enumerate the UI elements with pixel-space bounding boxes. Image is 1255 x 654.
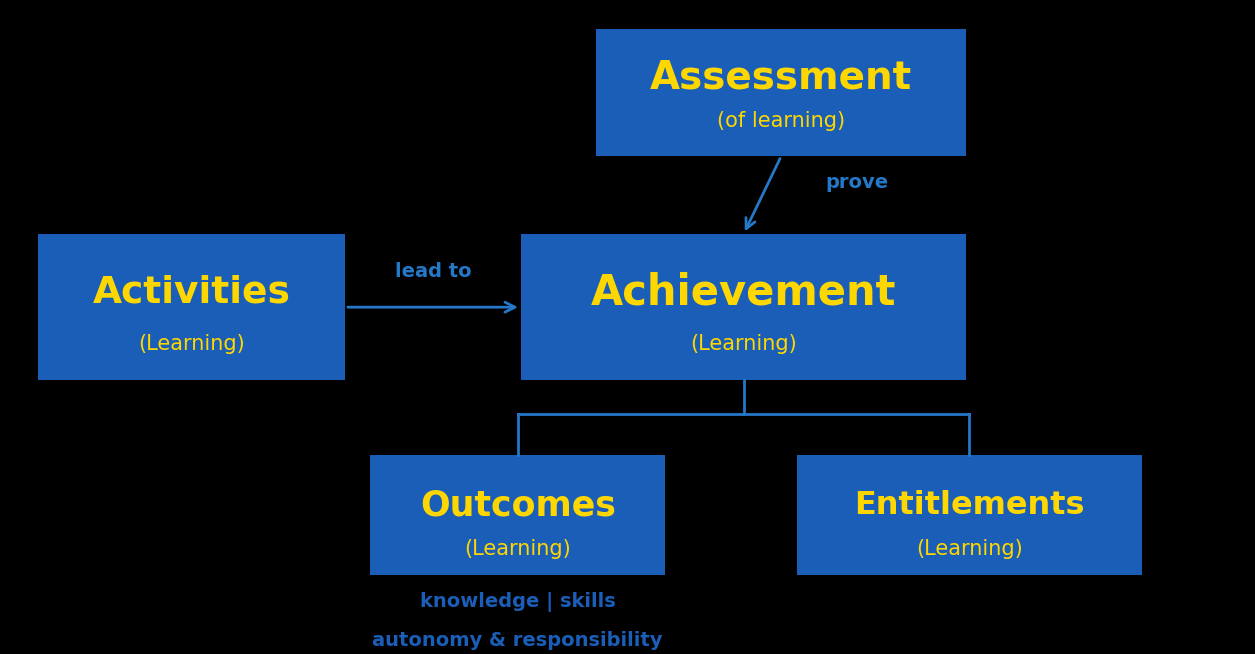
Text: (Learning): (Learning) — [916, 539, 1023, 559]
FancyBboxPatch shape — [596, 29, 966, 156]
Text: Assessment: Assessment — [650, 58, 912, 96]
Text: prove: prove — [826, 173, 889, 192]
Text: (Learning): (Learning) — [138, 334, 245, 354]
Text: Outcomes: Outcomes — [419, 489, 616, 523]
Text: (of learning): (of learning) — [717, 111, 846, 131]
FancyBboxPatch shape — [797, 455, 1142, 576]
Text: lead to: lead to — [394, 262, 472, 281]
FancyBboxPatch shape — [521, 234, 966, 381]
Text: autonomy & responsibility: autonomy & responsibility — [373, 630, 663, 649]
FancyBboxPatch shape — [370, 455, 665, 576]
Text: Activities: Activities — [93, 275, 290, 311]
FancyBboxPatch shape — [38, 234, 345, 381]
Text: (Learning): (Learning) — [690, 334, 797, 354]
Text: Achievement: Achievement — [591, 271, 896, 313]
Text: Entitlements: Entitlements — [855, 490, 1084, 521]
Text: (Learning): (Learning) — [464, 539, 571, 559]
Text: knowledge | skills: knowledge | skills — [420, 592, 615, 611]
